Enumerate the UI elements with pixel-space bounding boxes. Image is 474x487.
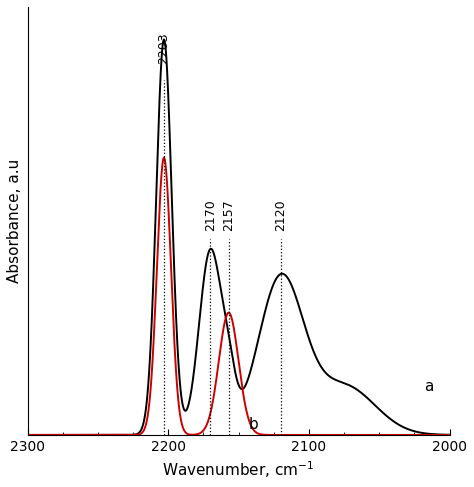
- Text: 2157: 2157: [222, 199, 235, 231]
- Text: 2120: 2120: [274, 200, 287, 231]
- Text: 2203: 2203: [157, 32, 171, 64]
- Y-axis label: Absorbance, a.u: Absorbance, a.u: [7, 159, 22, 283]
- X-axis label: Wavenumber, cm$^{-1}$: Wavenumber, cm$^{-1}$: [163, 459, 315, 480]
- Text: a: a: [424, 378, 434, 393]
- Text: 2170: 2170: [204, 199, 217, 231]
- Text: b: b: [248, 417, 258, 432]
